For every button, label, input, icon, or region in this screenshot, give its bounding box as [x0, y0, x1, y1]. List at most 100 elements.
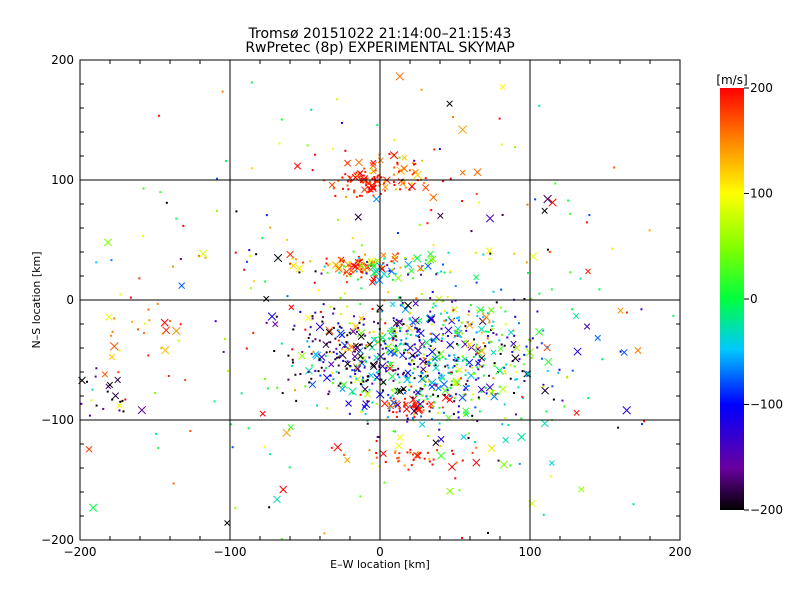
point-dot — [249, 287, 252, 290]
point-dot — [138, 277, 141, 280]
point-x-marker — [413, 170, 422, 180]
point-dot — [250, 81, 253, 84]
point-dot — [464, 369, 467, 372]
point-x-marker — [356, 328, 366, 338]
point-dot — [361, 390, 364, 393]
point-x-marker — [304, 314, 312, 322]
point-x-marker — [388, 332, 397, 341]
point-dot — [449, 270, 452, 273]
point-dot — [447, 366, 450, 369]
point-dot — [328, 390, 331, 393]
point-dot — [184, 378, 187, 381]
point-dot — [438, 422, 441, 425]
point-dot — [488, 257, 491, 260]
point-dot — [316, 404, 319, 407]
point-x-marker — [573, 409, 580, 416]
point-dot — [437, 395, 440, 398]
point-dot — [384, 347, 387, 350]
point-dot — [95, 261, 98, 264]
point-dot — [327, 264, 330, 267]
point-dot — [480, 390, 483, 393]
point-dot — [368, 180, 371, 183]
point-dot — [445, 319, 448, 322]
point-dot — [431, 306, 434, 309]
point-dot — [395, 415, 398, 418]
point-dot — [90, 399, 93, 402]
point-x-marker — [379, 450, 387, 458]
point-dot — [360, 287, 363, 290]
point-dot — [309, 326, 312, 329]
point-dot — [480, 331, 483, 334]
point-dot — [122, 410, 125, 413]
point-dot — [348, 260, 351, 263]
point-dot — [321, 320, 324, 323]
x-tick-label: 200 — [669, 545, 692, 559]
point-dot — [392, 379, 395, 382]
point-dot — [501, 213, 504, 216]
point-dot — [501, 423, 504, 426]
point-dot — [424, 267, 427, 270]
point-dot — [444, 365, 447, 368]
point-x-marker — [499, 84, 506, 90]
point-dot — [448, 354, 451, 357]
point-dot — [317, 370, 320, 373]
point-dot — [447, 251, 450, 254]
point-dot — [356, 278, 359, 281]
point-dot — [235, 210, 238, 213]
point-dot — [601, 358, 604, 361]
point-dot — [566, 375, 569, 378]
colorbar-tick-label: −200 — [750, 503, 783, 517]
point-dot — [454, 477, 457, 480]
point-dot — [338, 343, 341, 346]
point-x-marker — [461, 356, 468, 363]
point-dot — [371, 307, 374, 310]
point-dot — [463, 413, 466, 416]
point-dot — [359, 495, 362, 498]
point-dot — [394, 272, 397, 275]
point-dot — [476, 315, 479, 318]
point-x-marker — [289, 262, 298, 270]
point-dot — [441, 406, 444, 409]
y-tick-label: 100 — [51, 173, 74, 187]
point-dot — [422, 181, 425, 184]
point-dot — [446, 388, 449, 391]
point-dot — [402, 388, 405, 391]
point-dot — [587, 397, 590, 400]
point-dot — [340, 313, 343, 316]
colorbar-ticks: 200 100 0 −100 −200 — [744, 81, 783, 517]
point-dot — [409, 363, 412, 366]
point-dot — [177, 339, 180, 342]
point-dot — [450, 371, 453, 374]
point-dot — [541, 357, 544, 360]
point-dot — [461, 354, 464, 357]
point-dot — [393, 184, 396, 187]
point-dot — [378, 180, 381, 183]
point-dot — [398, 459, 401, 462]
point-dot — [323, 265, 326, 268]
point-x-marker — [380, 270, 389, 279]
point-x-marker — [435, 295, 443, 303]
point-dot — [428, 361, 431, 364]
point-dot — [265, 321, 268, 324]
point-dot — [179, 323, 182, 326]
point-x-marker — [412, 300, 419, 307]
point-dot — [379, 344, 382, 347]
point-dot — [632, 503, 635, 506]
point-x-marker — [420, 375, 428, 383]
point-dot — [571, 369, 574, 372]
point-dot — [371, 177, 374, 180]
point-dot — [523, 380, 526, 383]
point-dot — [292, 328, 295, 331]
point-dot — [442, 180, 445, 183]
point-dot — [485, 392, 488, 395]
point-dot — [452, 413, 455, 416]
point-dot — [476, 352, 479, 355]
point-dot — [147, 354, 150, 357]
point-dot — [442, 411, 445, 414]
point-x-marker — [485, 214, 495, 223]
point-dot — [398, 452, 401, 455]
point-dot — [521, 395, 524, 398]
point-dot — [311, 317, 314, 320]
point-dot — [434, 384, 437, 387]
point-dot — [374, 169, 377, 172]
